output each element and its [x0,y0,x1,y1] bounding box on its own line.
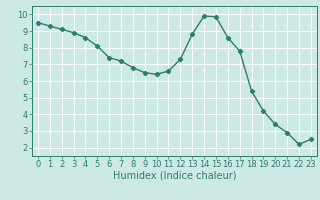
X-axis label: Humidex (Indice chaleur): Humidex (Indice chaleur) [113,171,236,181]
